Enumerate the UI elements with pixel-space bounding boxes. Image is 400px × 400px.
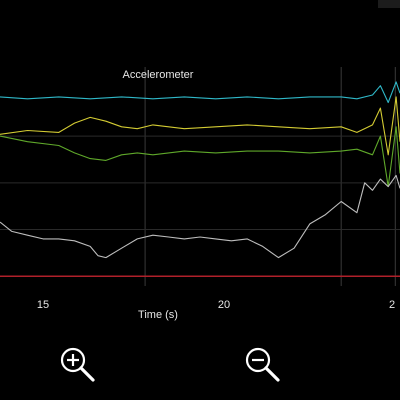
x-tick-label: 20 [217, 299, 231, 311]
x-axis-label: Time (s) [138, 309, 178, 321]
zoom-out-icon [245, 347, 280, 382]
series-line [0, 96, 400, 156]
accelerometer-chart: Accelerometer 15 20 2 Time (s) [0, 12, 400, 321]
chart-title: Accelerometer [122, 69, 194, 81]
x-tick-label: 15 [36, 299, 50, 311]
status-bar [0, 0, 400, 12]
zoom-out-button[interactable] [243, 345, 283, 385]
series-line [0, 174, 400, 259]
battery-icon [378, 0, 400, 8]
series-line [0, 81, 400, 104]
zoom-in-button[interactable] [58, 345, 98, 385]
series-line [0, 126, 400, 188]
x-tick-label: 2 [388, 299, 396, 311]
chart-plot [0, 67, 400, 286]
zoom-in-icon [60, 347, 95, 382]
